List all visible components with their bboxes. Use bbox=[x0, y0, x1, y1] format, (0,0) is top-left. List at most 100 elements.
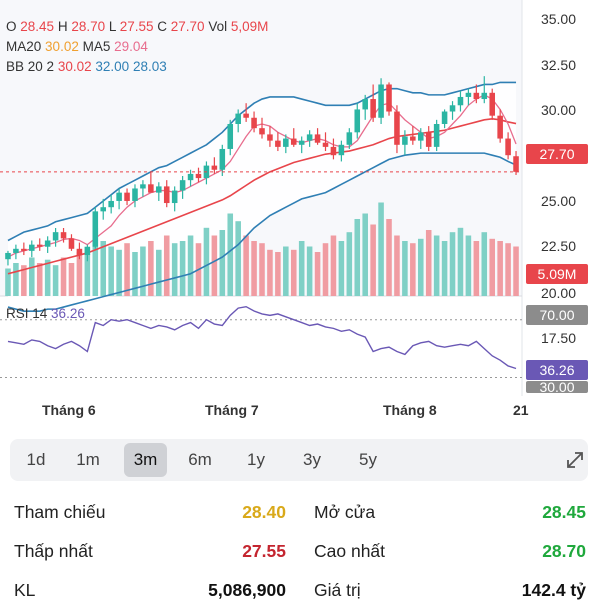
bb-lower-line bbox=[7, 152, 517, 313]
volume-bar bbox=[378, 202, 384, 296]
month-label: Tháng 7 bbox=[205, 402, 259, 418]
candle-body bbox=[156, 186, 162, 193]
candle-body bbox=[187, 173, 194, 181]
volume-bar bbox=[505, 243, 511, 296]
volume-stat-value: 5,086,900 bbox=[208, 580, 286, 600]
candle-body bbox=[433, 124, 440, 147]
volume-bar bbox=[171, 243, 178, 296]
ref-label: Tham chiếu bbox=[14, 502, 106, 522]
range-3m[interactable]: 3m bbox=[124, 443, 167, 477]
volume-bar bbox=[36, 263, 43, 296]
candle-body bbox=[195, 173, 202, 179]
candle-body bbox=[417, 132, 424, 141]
ma-readout: MA20 30.02 MA5 29.04 bbox=[6, 39, 148, 54]
volume-bar bbox=[68, 263, 75, 296]
candle-body bbox=[275, 140, 281, 147]
close-label: C bbox=[157, 19, 168, 34]
volume-bar bbox=[92, 227, 99, 296]
candle-body bbox=[5, 252, 11, 260]
candle-body bbox=[148, 184, 154, 193]
range-6m[interactable]: 6m bbox=[188, 450, 212, 469]
candle-body bbox=[330, 146, 337, 156]
candle-body bbox=[473, 92, 480, 100]
ma5-label: MA5 bbox=[82, 39, 111, 54]
volume-bar bbox=[433, 235, 440, 296]
candle-body bbox=[513, 156, 519, 172]
candle-body bbox=[84, 246, 91, 256]
volume-bar bbox=[402, 241, 408, 296]
candle-body bbox=[457, 96, 464, 106]
range-1m[interactable]: 1m bbox=[76, 450, 100, 469]
volume-bar bbox=[330, 235, 337, 296]
volume-tag: 5.09M bbox=[526, 264, 588, 284]
candle-body bbox=[243, 113, 249, 118]
last-price-tag: 27.70 bbox=[526, 144, 588, 164]
open-label: O bbox=[6, 19, 17, 34]
volume-bar bbox=[108, 246, 114, 296]
volume-bar bbox=[13, 263, 19, 296]
range-3y[interactable]: 3y bbox=[303, 450, 321, 469]
high-label: H bbox=[57, 19, 68, 34]
volume-bar bbox=[187, 235, 194, 296]
bb-mid-value: 32.00 bbox=[95, 59, 130, 74]
volume-bar bbox=[227, 213, 234, 296]
rsi-value-tag: 36.26 bbox=[526, 360, 588, 380]
rsi-line bbox=[7, 305, 517, 370]
price-tick: 35.00 bbox=[540, 11, 576, 27]
price-chart[interactable]: O 28.45 H 28.70 L 27.55 C 27.70 Vol 5,09… bbox=[0, 0, 600, 425]
volume-bar bbox=[219, 230, 226, 296]
candle-body bbox=[68, 238, 75, 249]
volume-bar bbox=[243, 235, 249, 296]
candle-body bbox=[179, 180, 186, 191]
range-1y[interactable]: 1y bbox=[247, 450, 265, 469]
volume-bar bbox=[5, 268, 11, 296]
open-value: 28.45 bbox=[20, 19, 55, 34]
candle-body bbox=[394, 111, 400, 145]
low-label: L bbox=[108, 19, 116, 34]
ref-value: 28.40 bbox=[242, 502, 286, 522]
candle-body bbox=[267, 134, 273, 141]
candle-body bbox=[481, 92, 488, 100]
price-tick: 22.50 bbox=[540, 238, 576, 254]
range-1d[interactable]: 1d bbox=[26, 450, 46, 469]
bb-label: BB 20 2 bbox=[6, 59, 55, 74]
candle-body bbox=[306, 134, 313, 141]
volume-label: Vol bbox=[208, 19, 228, 34]
bb-lower-value: 28.03 bbox=[132, 59, 167, 74]
volume-bar bbox=[449, 232, 456, 296]
volume-bar bbox=[132, 252, 138, 296]
expand-icon[interactable] bbox=[562, 447, 588, 473]
candle-body bbox=[29, 244, 35, 251]
candle-body bbox=[290, 138, 297, 145]
candle-body bbox=[171, 190, 178, 204]
candle-body bbox=[163, 186, 170, 204]
volume-bar bbox=[306, 246, 313, 296]
volume-bar bbox=[267, 249, 273, 296]
candle-body bbox=[13, 248, 19, 253]
bb-readout: BB 20 2 30.02 32.00 28.03 bbox=[6, 59, 167, 74]
range-5y[interactable]: 5y bbox=[359, 450, 377, 469]
price-tick: 32.50 bbox=[540, 57, 576, 73]
chart-canvas[interactable] bbox=[0, 0, 600, 425]
volume-bar bbox=[481, 232, 488, 296]
candle-body bbox=[346, 132, 353, 145]
ma20-label: MA20 bbox=[6, 39, 42, 54]
candle-body bbox=[402, 136, 408, 145]
volume-bar bbox=[362, 213, 368, 296]
volume-bar bbox=[100, 241, 107, 296]
candle-body bbox=[76, 248, 83, 256]
high-value: 28.70 bbox=[71, 19, 106, 34]
volume-bar bbox=[513, 246, 519, 296]
candle-body bbox=[108, 200, 114, 208]
candle-body bbox=[362, 99, 368, 110]
month-label: 21 bbox=[513, 402, 529, 418]
open-stat-label: Mở cửa bbox=[314, 502, 376, 522]
volume-bar bbox=[346, 232, 353, 296]
volume-bar bbox=[322, 243, 329, 296]
volume-bar bbox=[29, 257, 35, 296]
candle-body bbox=[227, 124, 234, 149]
ma20-value: 30.02 bbox=[45, 39, 79, 54]
volume-stat-label: KL bbox=[14, 580, 36, 600]
candle-body bbox=[322, 142, 329, 147]
candle-body bbox=[338, 144, 345, 156]
